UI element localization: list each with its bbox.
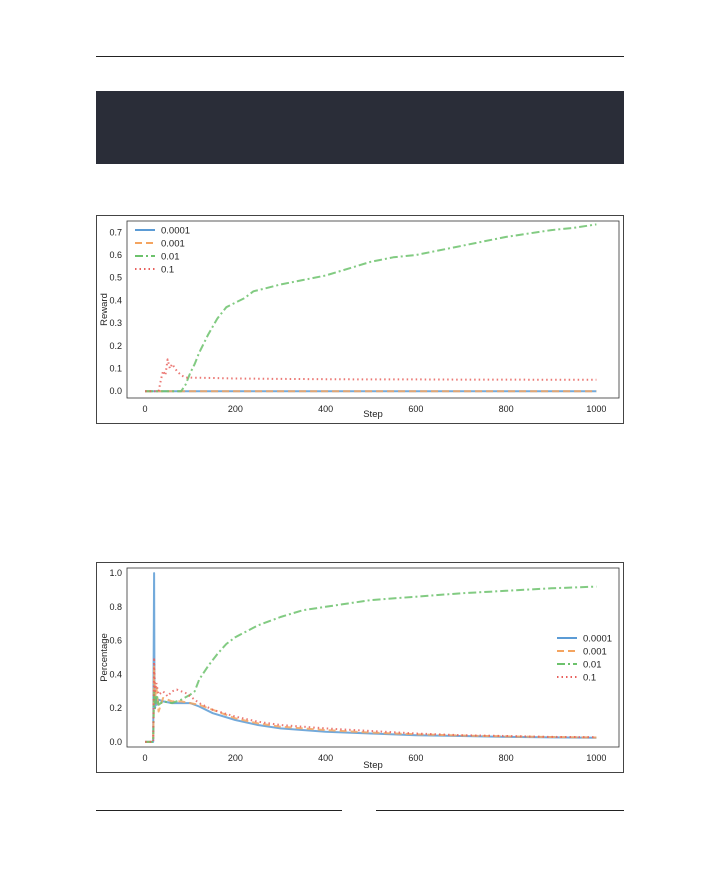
series-line-0.1 [145,358,597,393]
plot-area [126,567,620,748]
legend-label: 0.01 [583,660,602,671]
y-tick-label: 0.4 [109,295,122,305]
x-tick-label: 200 [228,404,243,414]
y-tick-label: 0.2 [109,703,122,713]
y-axis-label: Percentage [99,633,110,682]
y-tick-label: 0.7 [109,227,122,237]
x-tick-label: 400 [318,753,333,763]
series-line-0.001 [145,664,597,743]
y-tick-label: 0.8 [109,602,122,612]
percentage-chart: 0 200 400 600 800 1000 0.0 0.2 0.4 0.6 0.8 1.0 Step P… [99,567,620,771]
code-block-band [96,91,624,164]
reward-chart: 0 200 400 600 800 1000 0.0 0.1 0.2 0.3 0.4 0.5 0.6 0.… [99,220,620,420]
series-line-0.01 [145,223,597,393]
legend-label: 0.1 [161,265,174,276]
x-tick-label: 1000 [586,404,606,414]
x-tick-label: 0 [143,753,148,763]
legend-label: 0.0001 [161,226,190,237]
y-tick-label: 0.5 [109,273,122,283]
x-tick-label: 600 [408,404,423,414]
footer-rule-right [376,810,624,811]
percentage-figure: 0 200 400 600 800 1000 0.0 0.2 0.4 0.6 0.8 1.0 Step P… [96,562,624,773]
y-tick-label: 0.0 [109,386,122,396]
legend-label: 0.001 [583,647,607,658]
y-tick-label: 0.2 [109,341,122,351]
x-tick-label: 200 [228,753,243,763]
series-line-0.01 [145,585,597,743]
header-rule [96,56,624,57]
x-axis-label: Step [363,760,383,771]
y-tick-label: 1.0 [109,568,122,578]
y-axis-label: Reward [99,293,110,326]
plot-area [126,220,620,399]
x-tick-label: 400 [318,404,333,414]
legend-label: 0.01 [161,252,180,263]
y-tick-label: 0.3 [109,318,122,328]
series-line-0.0001 [145,572,597,743]
series-line-0.1 [145,656,597,743]
y-tick-label: 0.4 [109,669,122,679]
x-tick-label: 1000 [586,753,606,763]
y-tick-label: 0.6 [109,636,122,646]
legend-label: 0.001 [161,239,185,250]
x-tick-label: 0 [143,404,148,414]
legend-label: 0.0001 [583,634,612,645]
y-tick-label: 0.0 [109,737,122,747]
x-tick-label: 600 [408,753,423,763]
x-axis-label: Step [363,409,383,420]
x-tick-label: 800 [499,753,514,763]
legend-label: 0.1 [583,673,596,684]
reward-figure: 0 200 400 600 800 1000 0.0 0.1 0.2 0.3 0.4 0.5 0.6 0.… [96,215,624,424]
y-tick-label: 0.6 [109,250,122,260]
y-tick-label: 0.1 [109,364,122,374]
footer-rule-left [96,810,342,811]
x-tick-label: 800 [499,404,514,414]
